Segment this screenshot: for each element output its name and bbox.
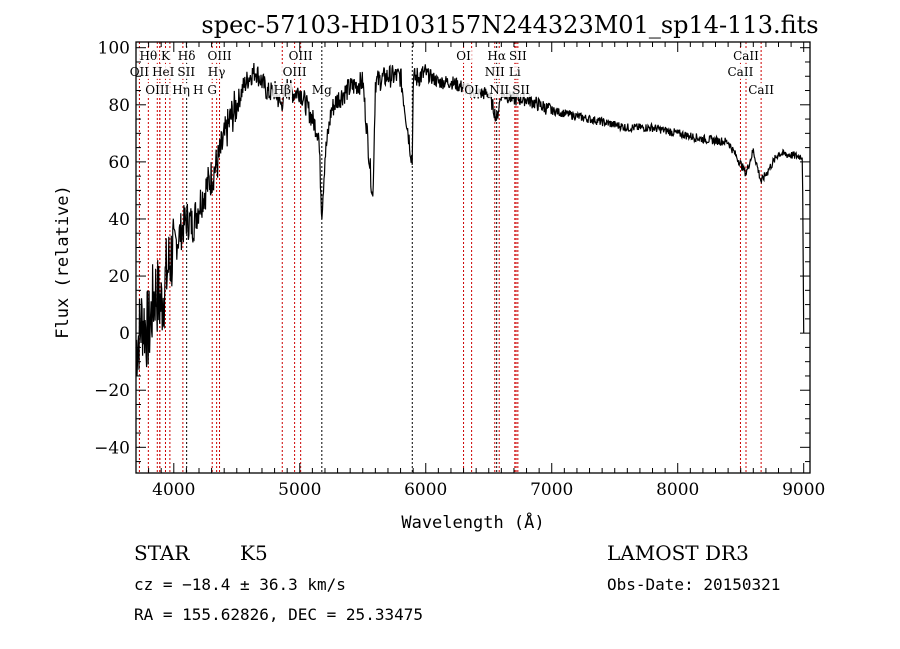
spectral-line-label: Hα	[487, 49, 506, 63]
redshift-text: cz = −18.4 ± 36.3 km/s	[134, 575, 346, 594]
label-backing	[747, 83, 775, 97]
label-backing	[272, 83, 292, 97]
chart-title: spec-57103-HD103157N244323M01_sp14-113.f…	[201, 11, 818, 39]
spectral-line-label: OI	[464, 83, 479, 97]
label-backing	[310, 83, 333, 97]
label-backing	[726, 65, 755, 79]
label-backing	[144, 83, 171, 97]
x-axis-label: Wavelength (Å)	[401, 511, 544, 533]
spectral-line-label: NII	[489, 83, 509, 97]
x-tick-label: 7000	[530, 480, 573, 500]
spectral-line-label: CaII	[728, 65, 754, 79]
label-backing	[463, 83, 480, 97]
y-tick-label: 60	[108, 153, 130, 173]
y-axis-label: Flux (relative)	[53, 185, 73, 339]
label-backing	[128, 65, 150, 79]
label-backing	[176, 49, 197, 63]
label-backing	[281, 65, 308, 79]
label-backing	[192, 83, 205, 97]
spectral-line-label: OIII	[145, 83, 169, 97]
label-backing	[206, 49, 233, 63]
spectral-line-label: Hγ	[208, 65, 226, 79]
label-backing	[508, 49, 528, 63]
y-tick-label: −40	[94, 438, 130, 458]
label-backing	[287, 49, 314, 63]
x-tick-label: 5000	[278, 480, 321, 500]
label-backing	[206, 83, 218, 97]
label-backing	[732, 49, 760, 63]
y-tick-label: 100	[98, 39, 130, 59]
label-backing	[507, 65, 522, 79]
plot-frame	[135, 41, 811, 474]
spectral-line-label: OIII	[283, 65, 307, 79]
spectral-line-label: SII	[512, 83, 530, 97]
spectral-line-label: Hβ	[274, 83, 291, 97]
y-tick-label: 80	[108, 96, 130, 116]
spectral-line-label: SII	[177, 65, 195, 79]
label-backing	[455, 49, 472, 63]
y-tick-label: 0	[119, 324, 130, 344]
spectral-line-label: CaII	[748, 83, 774, 97]
spectral-line-label: CaII	[733, 49, 759, 63]
spectral-line-label: Hθ	[140, 49, 158, 63]
spectral-line-label: H	[193, 83, 203, 97]
label-backing	[511, 83, 531, 97]
label-backing	[138, 49, 159, 63]
spectral-line-label: NII	[485, 65, 505, 79]
spectral-line-label: OIII	[289, 49, 313, 63]
radec-text: RA = 155.62826, DEC = 25.33475	[134, 605, 423, 624]
x-tick-label: 8000	[656, 480, 699, 500]
x-tick-label: 9000	[782, 480, 825, 500]
label-backing	[160, 49, 171, 63]
spectral-line-label: K	[161, 49, 171, 63]
spectral-line-label: Hη	[172, 83, 190, 97]
label-backing	[483, 65, 506, 79]
label-backing	[488, 83, 511, 97]
label-backing	[151, 65, 176, 79]
label-backing	[486, 49, 507, 63]
object-class: STAR	[134, 541, 190, 565]
spectral-line-label: OI	[456, 49, 471, 63]
spectral-line-label: Mg	[312, 83, 332, 97]
x-tick-label: 6000	[404, 480, 447, 500]
spectral-line-label: OIII	[208, 49, 232, 63]
obs-date-text: Obs-Date: 20150321	[607, 575, 780, 594]
spectral-line-label: G	[207, 83, 217, 97]
survey-label: LAMOST DR3	[607, 541, 749, 565]
x-tick-label: 4000	[152, 480, 195, 500]
y-tick-label: 40	[108, 210, 130, 230]
spectral-line-label: SII	[509, 49, 527, 63]
spectral-line-label: Li	[509, 65, 521, 79]
spectral-line-label: OII	[130, 65, 150, 79]
y-tick-label: 20	[108, 267, 130, 287]
label-backing	[171, 83, 191, 97]
object-subclass: K5	[240, 541, 268, 565]
spectral-line-label: Hδ	[178, 49, 196, 63]
spectral-line-label: HeI	[152, 65, 175, 79]
y-tick-label: −20	[94, 381, 130, 401]
label-backing	[206, 65, 227, 79]
label-backing	[176, 65, 197, 79]
spectrum-line	[135, 62, 805, 376]
